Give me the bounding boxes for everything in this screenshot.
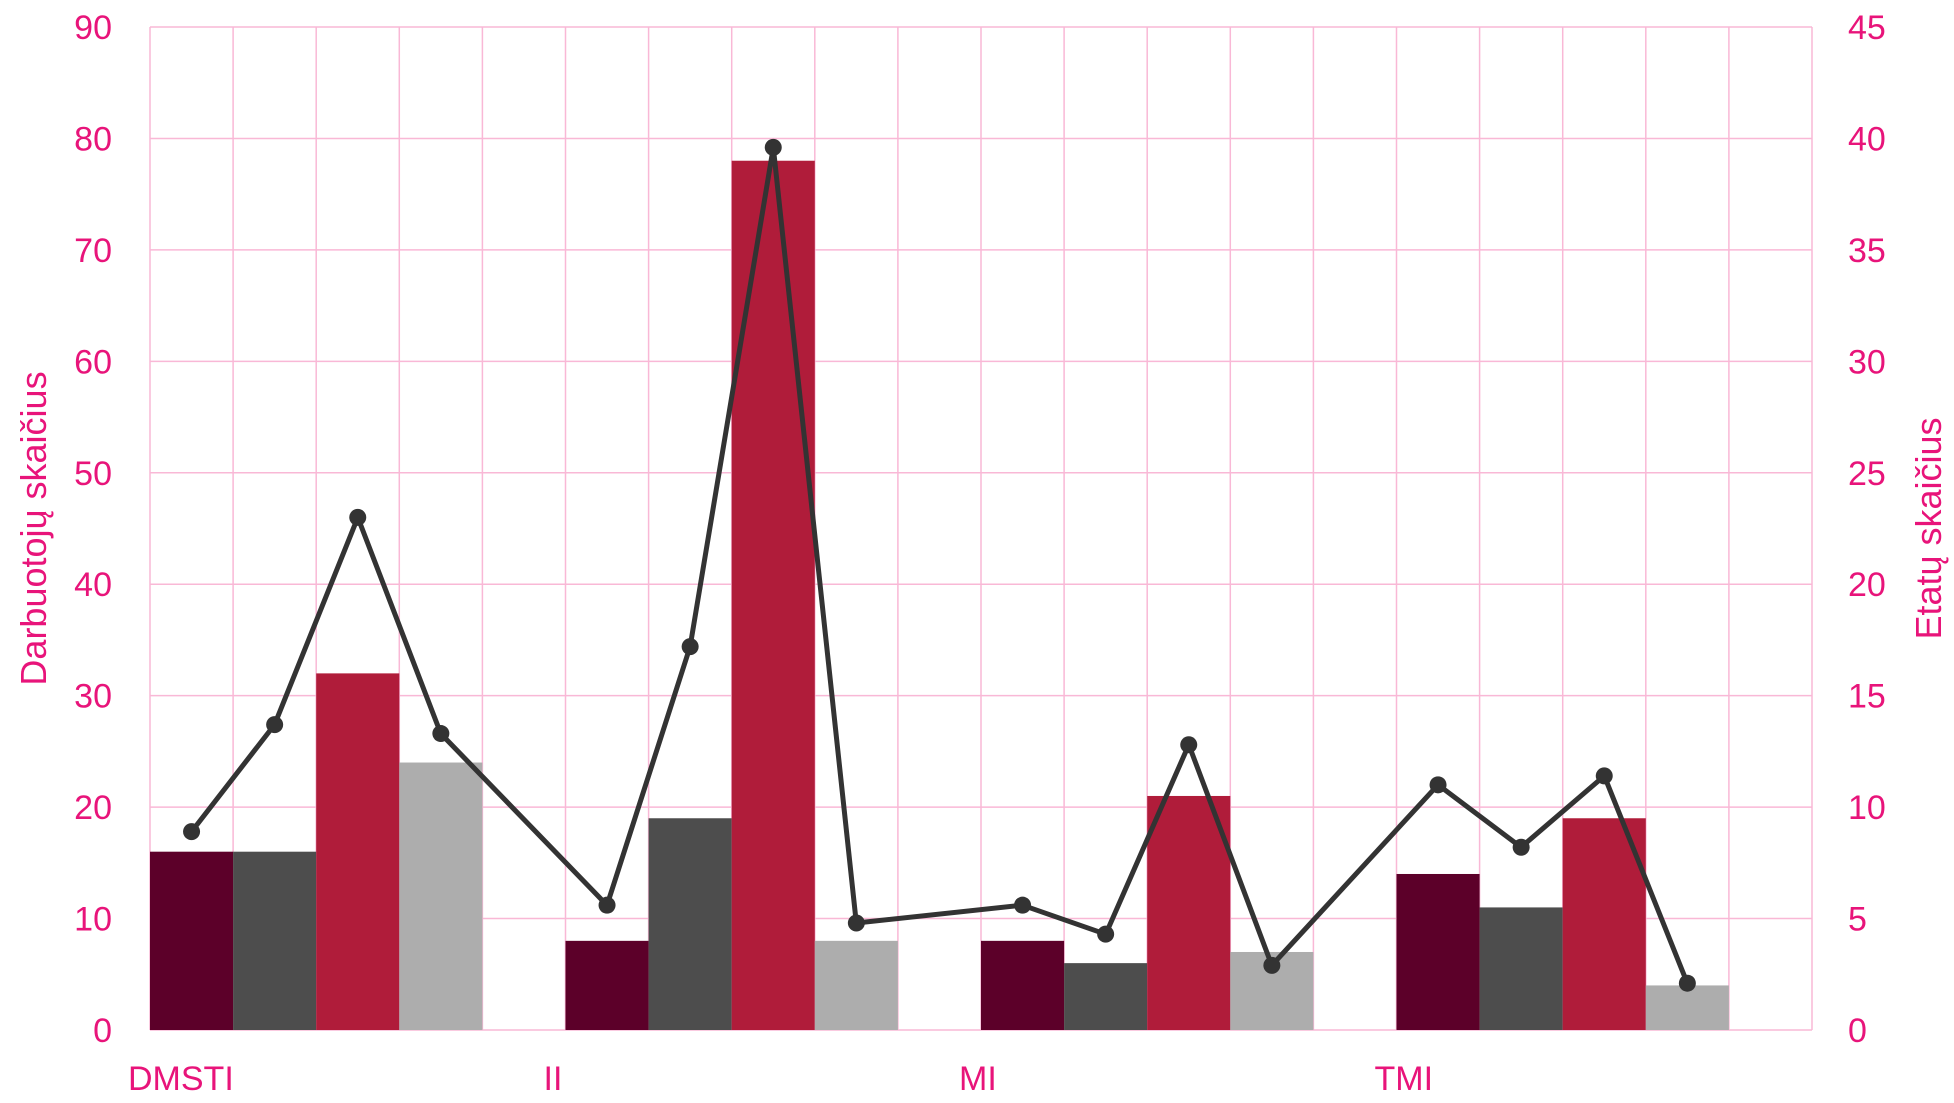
line-point xyxy=(1512,838,1530,856)
y-tick-label-left: 60 xyxy=(74,343,112,381)
bar xyxy=(316,673,400,1030)
bar xyxy=(233,851,317,1030)
tick-labels: 0 10 20 30 40 50 60 70 80 90 0 5 10 15 20 25 30 35 40 45 DMS… xyxy=(74,9,1886,1098)
x-category-label: II xyxy=(544,1060,563,1098)
bar xyxy=(399,762,483,1030)
line-point xyxy=(598,896,616,914)
y-tick-label-left: 70 xyxy=(74,232,112,270)
bar xyxy=(565,940,649,1030)
y-axis-label-right: Etatų skaičius xyxy=(1908,417,1949,639)
bar xyxy=(150,851,234,1030)
y-tick-label-right: 25 xyxy=(1848,455,1886,493)
y-tick-label-left: 40 xyxy=(74,566,112,604)
bar xyxy=(1645,985,1729,1030)
y-tick-label-right: 15 xyxy=(1848,678,1886,716)
bars xyxy=(150,160,1729,1030)
line-point xyxy=(681,638,699,656)
bar xyxy=(731,160,815,1030)
bar xyxy=(1147,795,1231,1030)
y-tick-label-left: 30 xyxy=(74,678,112,716)
y-axis-label-left: Darbuotojų skaičius xyxy=(13,371,54,685)
line-point xyxy=(1429,776,1447,794)
bar xyxy=(1064,963,1148,1030)
line-point xyxy=(266,716,284,734)
y-tick-label-left: 50 xyxy=(74,455,112,493)
y-tick-label-right: 10 xyxy=(1848,789,1886,827)
bar xyxy=(814,940,898,1030)
line-point xyxy=(1097,925,1115,943)
x-category-label: TMI xyxy=(1375,1060,1434,1098)
y-tick-label-right: 5 xyxy=(1848,901,1867,939)
y-tick-label-right: 20 xyxy=(1848,566,1886,604)
y-tick-label-left: 90 xyxy=(74,9,112,47)
y-tick-label-right: 30 xyxy=(1848,343,1886,381)
line-point xyxy=(432,725,450,743)
y-tick-label-right: 35 xyxy=(1848,232,1886,270)
bar xyxy=(981,940,1065,1030)
line-series xyxy=(183,138,1696,992)
line-point xyxy=(764,138,782,156)
line-point xyxy=(1014,896,1032,914)
y-tick-label-left: 10 xyxy=(74,901,112,939)
bar xyxy=(1562,818,1646,1030)
y-tick-label-right: 0 xyxy=(1848,1012,1867,1050)
y-tick-label-left: 80 xyxy=(74,120,112,158)
line-point xyxy=(1678,974,1696,992)
line-point xyxy=(1263,956,1281,974)
line-point xyxy=(183,823,201,841)
line-point xyxy=(349,508,367,526)
bar xyxy=(648,818,732,1030)
y-tick-label-left: 0 xyxy=(93,1012,112,1050)
series-line xyxy=(189,144,1690,985)
x-category-label: DMSTI xyxy=(128,1060,234,1098)
y-tick-label-left: 20 xyxy=(74,789,112,827)
y-tick-label-right: 40 xyxy=(1848,120,1886,158)
y-tick-label-right: 45 xyxy=(1848,9,1886,47)
x-category-label: MI xyxy=(959,1060,997,1098)
line-point xyxy=(1595,767,1613,785)
bar xyxy=(1396,873,1480,1030)
line-point xyxy=(1180,736,1198,754)
bar xyxy=(1479,907,1563,1030)
line-point xyxy=(847,914,865,932)
